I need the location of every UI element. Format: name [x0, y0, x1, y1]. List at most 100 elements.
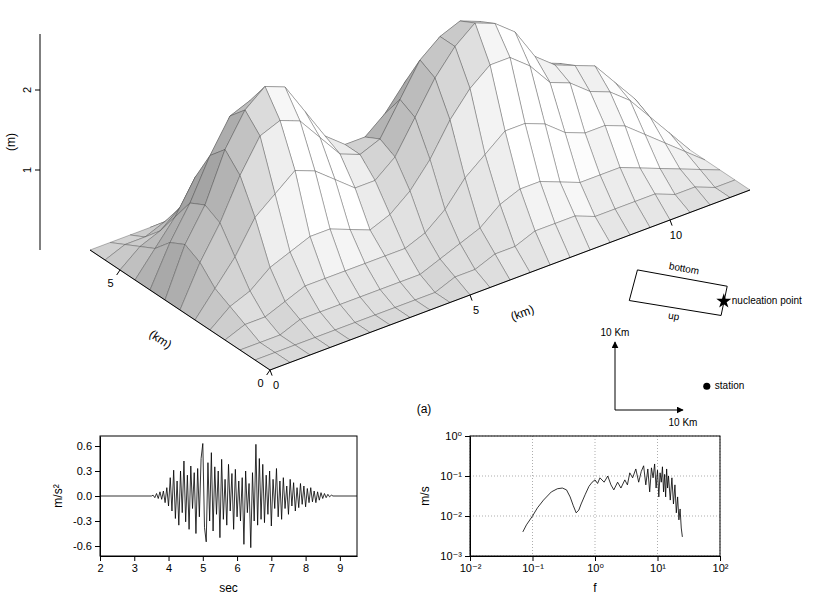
tick: -0.3	[73, 515, 100, 527]
grid-line	[657, 436, 658, 556]
tick: 3	[132, 556, 138, 574]
tick-label: 0.0	[77, 490, 92, 502]
axis: 10⁻³ 10⁻² 10⁻¹ 10⁰	[440, 430, 470, 562]
tick-label: 10⁻³	[440, 550, 462, 562]
axis-title: f	[593, 581, 597, 595]
tick-mark	[95, 446, 100, 447]
surface-chart: 0510(km)05(km)12(m)(a)	[4, 21, 750, 416]
tick-mark	[95, 496, 100, 497]
nucleation-label: nucleation point	[732, 295, 802, 306]
tick-mark	[340, 556, 341, 561]
tick-label: 10⁻²	[440, 510, 462, 522]
plot-area	[100, 444, 357, 548]
tick: 9	[337, 556, 343, 574]
station-label: station	[715, 380, 744, 391]
surface-cell	[255, 353, 290, 371]
tick-label: -0.6	[73, 540, 92, 552]
tick-label: 8	[303, 562, 309, 574]
tick: 10⁰	[587, 556, 604, 574]
tick-label: 5	[108, 277, 114, 289]
series-line	[523, 464, 683, 537]
axis: 23456789	[97, 556, 357, 574]
tick: 10⁻²	[460, 556, 482, 574]
tick-mark	[117, 270, 120, 275]
axis-line	[90, 250, 270, 370]
line-chart: 23456789-0.6-0.30.00.30.6m/s²sec	[51, 436, 357, 595]
tick-label: 7	[269, 562, 275, 574]
tick-mark	[270, 370, 272, 376]
scale-arrow-x	[615, 410, 683, 411]
tick: 4	[166, 556, 172, 574]
axis-title: (km)	[147, 327, 175, 352]
tick-label: 0.6	[77, 440, 92, 452]
tick-label: 9	[337, 562, 343, 574]
tick-mark	[203, 556, 204, 561]
series-line	[100, 444, 357, 548]
line-chart: 10⁻²10⁻¹10⁰10¹10²10⁻³10⁻²10⁻¹10⁰m/sf	[418, 430, 729, 595]
tick-label: 10²	[713, 562, 729, 574]
tick-mark	[35, 90, 40, 91]
axis-title: (m)	[4, 133, 18, 151]
tick-label: 4	[166, 562, 172, 574]
tick-label: 0	[258, 377, 264, 389]
tick-mark	[465, 436, 470, 437]
tick-label: 10⁻²	[460, 562, 482, 574]
axis: 10⁻² 10⁻¹ 10⁰ 10¹ 10²	[460, 556, 729, 574]
grid	[470, 436, 720, 556]
axis-line	[470, 437, 471, 557]
axis-line	[100, 437, 101, 557]
axes: 0510(km)05(km)12(m)	[4, 34, 750, 391]
tick: 7	[269, 556, 275, 574]
grid-line	[595, 436, 596, 556]
tick: 10⁻²	[440, 510, 470, 522]
map-marks	[629, 270, 731, 390]
tick-mark	[237, 556, 238, 561]
grid-line	[532, 436, 533, 556]
axis-title: m/s	[418, 486, 432, 505]
tick-label: 3	[132, 562, 138, 574]
tick: 5	[200, 556, 206, 574]
axis-title: m/s²	[51, 484, 65, 507]
tick-mark	[306, 556, 307, 561]
tick-mark	[533, 556, 534, 561]
tick: 10⁻¹	[522, 556, 544, 574]
station-marker	[703, 383, 710, 390]
axis-title: (km)	[509, 302, 536, 324]
grid-line	[470, 476, 720, 477]
axis-line	[101, 556, 358, 557]
tick: 10⁰	[445, 430, 470, 442]
tick-label: 10¹	[650, 562, 666, 574]
tick-label: 0.3	[77, 465, 92, 477]
tick-mark	[720, 556, 721, 561]
tick-label: 5	[200, 562, 206, 574]
fault-label: bottom	[668, 260, 700, 276]
frame	[100, 436, 357, 556]
axis-title: sec	[219, 581, 238, 595]
tick-mark	[470, 556, 471, 561]
tick-mark	[465, 476, 470, 477]
tick-mark	[95, 521, 100, 522]
grid-line	[470, 516, 720, 517]
tick-mark	[169, 556, 170, 561]
plot-area	[523, 464, 683, 537]
frame	[470, 436, 720, 556]
tick-label: 5	[473, 304, 479, 316]
tick: 10¹	[650, 556, 666, 574]
tick-mark	[100, 556, 101, 561]
tick-mark	[271, 556, 272, 561]
tick-label: 10⁻¹	[522, 562, 544, 574]
tick-label: 0	[273, 379, 279, 391]
tick-label: 2	[97, 562, 103, 574]
tick-label: 1	[21, 167, 33, 173]
surface	[90, 21, 750, 370]
tick: 2	[97, 556, 103, 574]
tick: 10²	[713, 556, 729, 574]
tick-label: 2	[21, 87, 33, 93]
tick: 8	[303, 556, 309, 574]
tick: 0.3	[77, 465, 100, 477]
figure: 0510(km)05(km)12(m)(a)bottomupnucleation…	[0, 0, 834, 599]
tick: 10⁻³	[440, 550, 470, 562]
tick-mark	[465, 556, 470, 557]
tick-label: -0.3	[73, 515, 92, 527]
tick-label: 10⁻¹	[440, 470, 462, 482]
